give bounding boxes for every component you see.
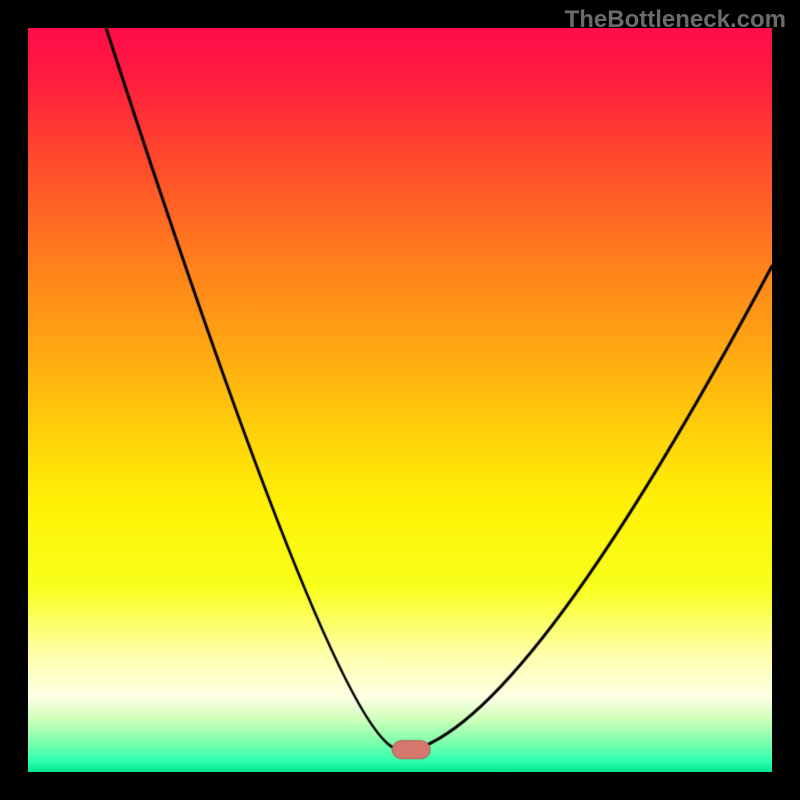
chart-stage: TheBottleneck.com — [0, 0, 800, 800]
bottleneck-curve — [0, 0, 800, 800]
watermark-text: TheBottleneck.com — [565, 6, 786, 34]
